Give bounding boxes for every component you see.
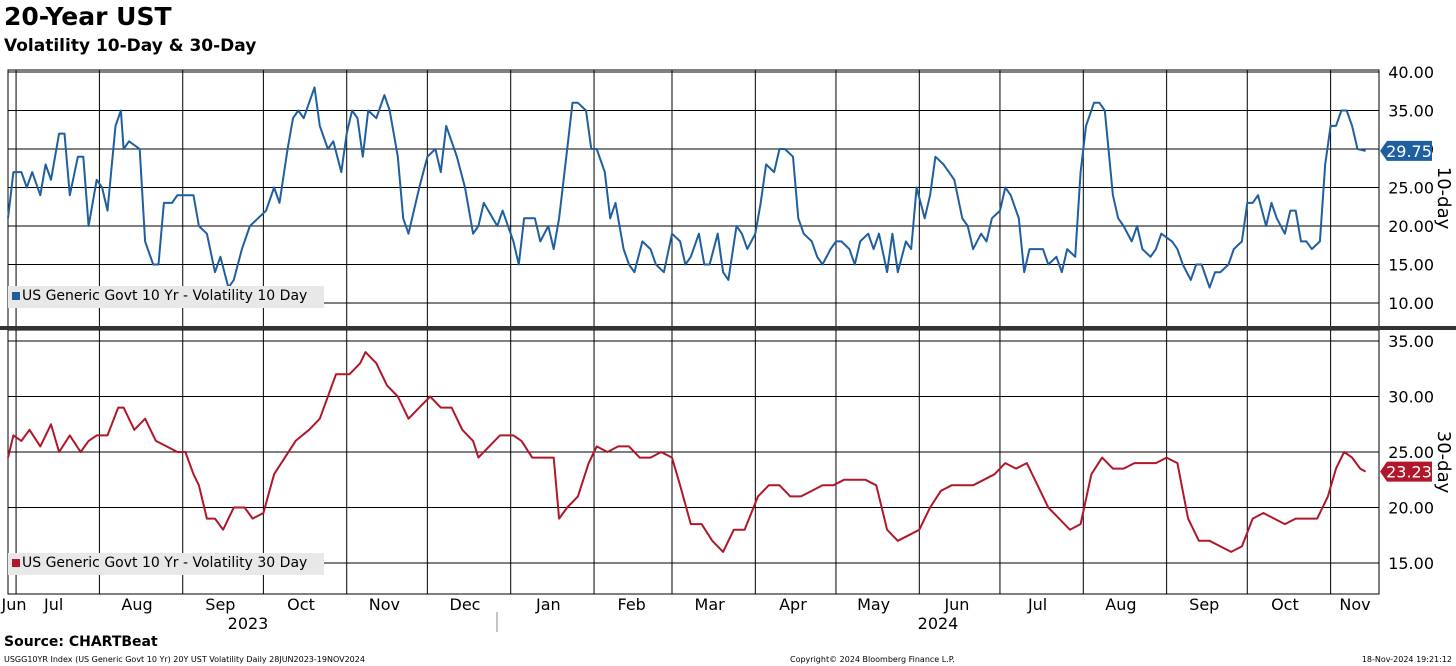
x-tick-label: Aug (121, 595, 152, 614)
x-tick-label: Jan (535, 595, 561, 614)
x-tick-label: Apr (779, 595, 807, 614)
footer-copyright: Copyright© 2024 Bloomberg Finance L.P. (790, 655, 955, 664)
last-value-tag-10d (1380, 140, 1432, 161)
x-tick-label: Sep (1189, 595, 1219, 614)
x-tick-label: Jul (43, 595, 63, 614)
y-tick-label-30d: 20.00 (1388, 499, 1434, 518)
x-tick-label: Dec (450, 595, 481, 614)
y-tick-label-10d: 25.00 (1388, 179, 1434, 198)
x-tick-label: Jun (1, 595, 27, 614)
grid-layer (0, 69, 1456, 632)
chart-title: 20-Year UST (4, 2, 172, 31)
x-tick-label: Jun (943, 595, 969, 614)
last-value-label-30d: 23.23 (1386, 463, 1432, 482)
x-tick-label: Nov (369, 595, 400, 614)
y-tick-label-30d: 30.00 (1388, 388, 1434, 407)
x-tick-label: Jul (1027, 595, 1047, 614)
x-tick-label: Oct (287, 595, 315, 614)
y-tick-label-10d: 40.00 (1388, 63, 1434, 82)
y-axis-label-30d: 30-day (1433, 431, 1454, 494)
y-tick-label-30d: 25.00 (1388, 443, 1434, 462)
last-value-tag-30d (1380, 461, 1432, 482)
y-tick-label-30d: 15.00 (1388, 554, 1434, 573)
y-tick-label-30d: 35.00 (1388, 332, 1434, 351)
x-year-label: 2024 (918, 614, 959, 633)
y-tick-label-10d: 20.00 (1388, 217, 1434, 236)
legend-box-30d (8, 553, 324, 575)
footer-timestamp: 18-Nov-2024 19:21:12 (1361, 655, 1452, 664)
last-value-label-10d: 29.75 (1386, 142, 1432, 161)
legend-swatch-30d (12, 559, 20, 567)
x-tick-label: Mar (695, 595, 726, 614)
y-axis-label-10d: 10-day (1433, 167, 1454, 230)
series-layer (7, 86, 1367, 553)
y-tick-label-10d: 15.00 (1388, 256, 1434, 275)
legend-box-10d (8, 286, 324, 308)
y-tick-label-10d: 10.00 (1388, 294, 1434, 313)
x-tick-label: Oct (1271, 595, 1299, 614)
footer-index-info: USGG10YR Index (US Generic Govt 10 Yr) 2… (4, 655, 365, 664)
legend-label-30d: US Generic Govt 10 Yr - Volatility 30 Da… (22, 555, 307, 571)
legend-swatch-10d (12, 292, 20, 300)
y-tick-label-10d: 35.00 (1388, 102, 1434, 121)
x-tick-label: Aug (1105, 595, 1136, 614)
legend-label-10d: US Generic Govt 10 Yr - Volatility 10 Da… (22, 288, 307, 304)
x-tick-label: May (857, 595, 890, 614)
chart-subtitle: Volatility 10-Day & 30-Day (4, 36, 257, 56)
x-tick-label: Nov (1339, 595, 1370, 614)
source-note: Source: CHARTBeat (4, 634, 158, 650)
x-year-label: 2023 (228, 614, 269, 633)
x-tick-label: Sep (205, 595, 235, 614)
label-layer: 10.00 15.00 20.00 25.00 30.00 35.00 40.00 29.75… (1, 63, 1455, 633)
series-line-30d (7, 351, 1367, 553)
x-tick-label: Feb (618, 595, 646, 614)
series-line-10d (7, 86, 1366, 289)
